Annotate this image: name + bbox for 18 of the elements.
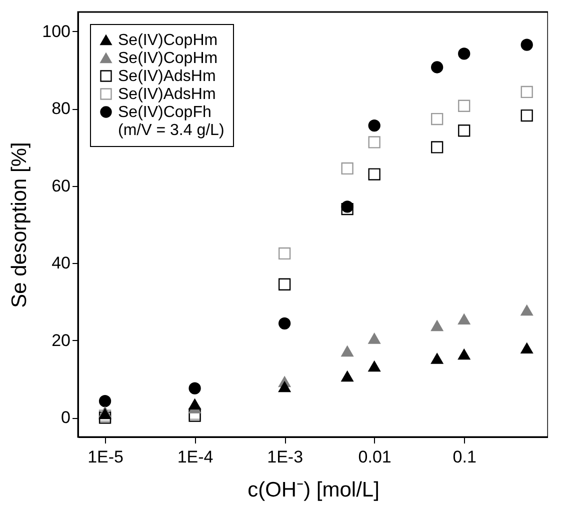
x-tick-label: 1E-5 (88, 448, 124, 466)
x-tick-label: 0.01 (358, 448, 392, 466)
legend-label: Se(IV)CopFh (m/V = 3.4 g/L) (118, 104, 224, 139)
y-axis-title: Se desorption [%] (8, 142, 32, 308)
legend-label: Se(IV)AdsHm (118, 86, 216, 103)
y-tick-label: 40 (52, 254, 70, 273)
y-tick-label: 100 (42, 22, 70, 41)
y-tick-label: 60 (52, 176, 70, 196)
x-axis-title: c(OH⁻) [mol/L] (248, 478, 380, 502)
y-tick-label: 80 (52, 99, 70, 118)
x-tick-label: 0.1 (452, 448, 476, 466)
x-tick-label: 1E-3 (267, 448, 304, 466)
legend-label: Se(IV)CopHm (118, 50, 218, 67)
legend-label: Se(IV)CopHm (118, 32, 218, 49)
y-tick-label: 20 (52, 330, 70, 350)
y-tick-label: 0 (61, 408, 70, 428)
legend-label: Se(IV)AdsHm (118, 68, 216, 85)
x-tick-label: 1E-4 (177, 448, 214, 466)
